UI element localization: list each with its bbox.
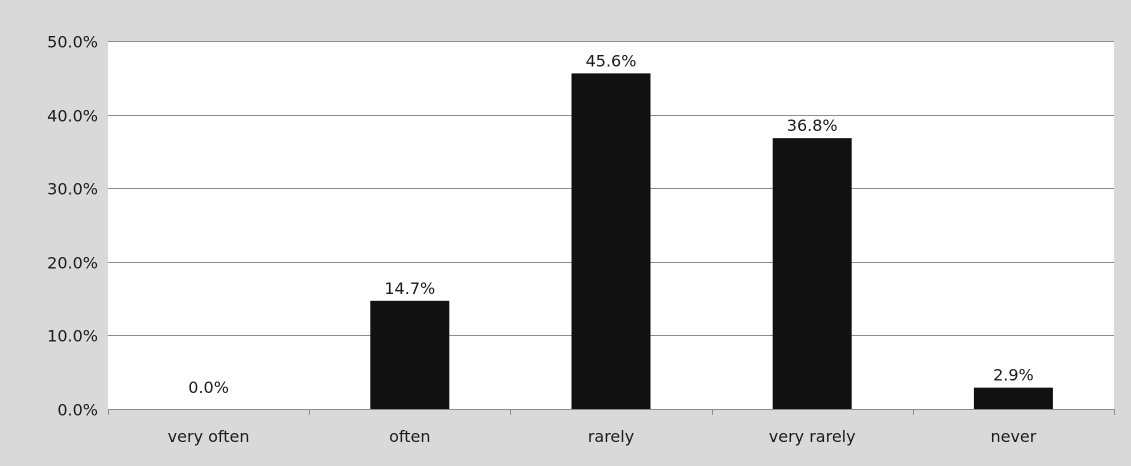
bar-often bbox=[370, 300, 450, 409]
y-axis-tick-labels: 0.0% 10.0% 20.0% 30.0% 40.0% 50.0% bbox=[47, 33, 98, 420]
x-tick-label: never bbox=[990, 427, 1036, 446]
y-tick-label: 50.0% bbox=[47, 33, 98, 52]
bars bbox=[370, 73, 1053, 410]
y-tick-label: 30.0% bbox=[47, 180, 98, 199]
data-label: 0.0% bbox=[188, 378, 229, 397]
y-tick-label: 40.0% bbox=[47, 107, 98, 126]
x-tick-label: very often bbox=[168, 427, 250, 446]
data-label: 45.6% bbox=[586, 51, 637, 70]
bar-very-rarely bbox=[772, 138, 852, 410]
y-tick-label: 0.0% bbox=[57, 401, 98, 420]
data-label: 36.8% bbox=[787, 116, 838, 135]
x-axis bbox=[108, 409, 1115, 415]
data-label: 2.9% bbox=[993, 366, 1034, 385]
y-tick-label: 20.0% bbox=[47, 254, 98, 273]
bar-never bbox=[973, 387, 1053, 409]
y-tick-label: 10.0% bbox=[47, 327, 98, 346]
x-axis-tick-labels: very often often rarely very rarely never bbox=[168, 427, 1037, 446]
data-labels: 0.0% 14.7% 45.6% 36.8% 2.9% bbox=[188, 51, 1033, 397]
bar-rarely bbox=[571, 73, 651, 409]
data-label: 14.7% bbox=[384, 279, 435, 298]
x-tick-label: very rarely bbox=[769, 427, 856, 446]
x-tick-label: often bbox=[389, 427, 430, 446]
x-tick-label: rarely bbox=[588, 427, 634, 446]
